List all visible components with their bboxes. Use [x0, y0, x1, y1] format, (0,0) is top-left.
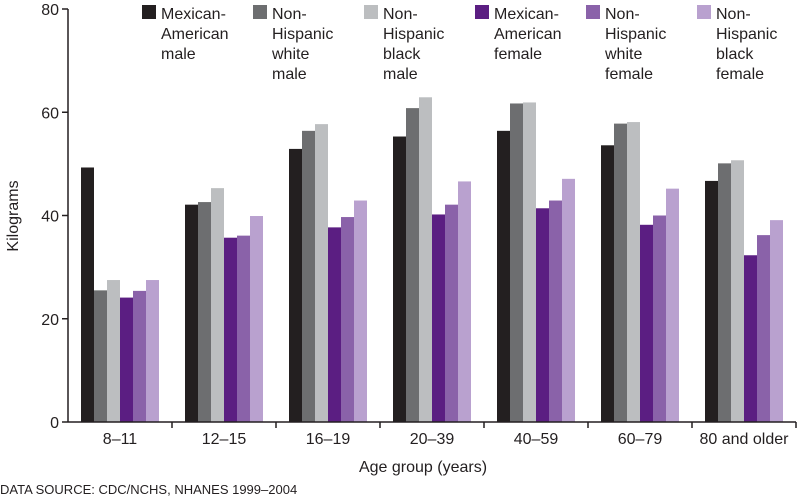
- bar: [445, 204, 458, 422]
- bar: [744, 255, 757, 422]
- legend-label-line: Hispanic: [716, 26, 777, 43]
- bar: [705, 180, 718, 422]
- x-tick-label: 20–39: [410, 431, 455, 448]
- bar: [406, 108, 419, 423]
- legend-label-line: American: [494, 26, 562, 43]
- legend-label-line: Mexican-: [494, 6, 559, 23]
- y-tick-label: 60: [41, 105, 59, 122]
- x-axis-title: Age group (years): [359, 459, 487, 476]
- legend-item: Mexican- American male: [142, 5, 229, 63]
- bar: [133, 290, 146, 422]
- bar: [185, 204, 198, 422]
- legend-label-line: black: [383, 46, 421, 63]
- legend-item: Mexican- American female: [475, 5, 562, 63]
- bar: [731, 160, 744, 423]
- legend-label-line: female: [605, 66, 653, 83]
- legend-swatch: [586, 5, 600, 19]
- bar: [302, 130, 315, 422]
- bar: [224, 237, 237, 422]
- bar: [627, 122, 640, 422]
- legend-label-line: female: [494, 46, 542, 63]
- bar: [419, 97, 432, 422]
- legend-swatch: [253, 5, 267, 19]
- x-tick-label: 60–79: [618, 431, 663, 448]
- bar: [341, 217, 354, 422]
- x-tick-label: 40–59: [514, 431, 559, 448]
- legend-swatch: [697, 5, 711, 19]
- y-tick-label: 0: [50, 415, 59, 432]
- legend-label-line: Non-: [716, 6, 751, 23]
- bar: [497, 130, 510, 422]
- bar: [315, 124, 328, 422]
- bar: [770, 220, 783, 422]
- bar: [536, 208, 549, 422]
- legend-label-line: female: [716, 66, 764, 83]
- bar: [198, 202, 211, 422]
- bar: [120, 297, 133, 422]
- legend-swatch: [142, 5, 156, 19]
- legend-label-line: Hispanic: [605, 26, 666, 43]
- legend-label-line: Mexican-: [161, 6, 226, 23]
- bar: [614, 123, 627, 423]
- legend-item: Non- Hispanic black female: [697, 5, 777, 83]
- legend-label-line: American: [161, 26, 229, 43]
- bar: [250, 216, 263, 422]
- bar: [458, 181, 471, 422]
- bar: [510, 103, 523, 422]
- y-tick-label: 80: [41, 2, 59, 19]
- bar: [523, 102, 536, 422]
- bar: [81, 167, 94, 422]
- legend-label-line: male: [272, 66, 307, 83]
- bar: [328, 227, 341, 422]
- y-tick-label: 20: [41, 312, 59, 329]
- legend-label-line: Non-: [605, 6, 640, 23]
- data-source-note: DATA SOURCE: CDC/NCHS, NHANES 1999–2004: [0, 482, 297, 496]
- legend-label-line: Non-: [272, 6, 307, 23]
- bar: [562, 178, 575, 422]
- bar: [211, 188, 224, 422]
- y-axis-title: Kilograms: [5, 180, 22, 251]
- legend-swatch: [364, 5, 378, 19]
- bars: [81, 97, 783, 423]
- bar: [146, 280, 159, 422]
- legend: Mexican- American male Non- Hispanic white mal…: [142, 5, 777, 83]
- bar: [666, 188, 679, 422]
- legend-label-line: Hispanic: [272, 26, 333, 43]
- x-tick-label: 80 and older: [700, 431, 790, 448]
- axes: 0 20 40 60 80 8–11 12–15 16–19 20–39 40–59 60–79 80…: [41, 2, 797, 448]
- bar: [107, 280, 120, 422]
- legend-item: Non- Hispanic black male: [364, 5, 444, 83]
- bar: [718, 163, 731, 422]
- legend-swatch: [475, 5, 489, 19]
- bar: [601, 145, 614, 423]
- legend-label-line: male: [383, 66, 418, 83]
- bar: [653, 215, 666, 422]
- bar: [393, 136, 406, 423]
- legend-label-line: black: [716, 46, 754, 63]
- x-tick-label: 12–15: [202, 431, 247, 448]
- bar: [757, 235, 770, 422]
- bar: [354, 200, 367, 422]
- legend-label-line: white: [271, 46, 309, 63]
- legend-label-line: Hispanic: [383, 26, 444, 43]
- legend-label-line: male: [161, 46, 196, 63]
- legend-item: Non- Hispanic white male: [253, 5, 333, 83]
- bar: [237, 235, 250, 422]
- y-tick-label: 40: [41, 209, 59, 226]
- bar: [289, 148, 302, 422]
- legend-label-line: Non-: [383, 6, 418, 23]
- x-tick-label: 8–11: [103, 431, 138, 448]
- bar: [94, 290, 107, 422]
- x-tick-label: 16–19: [306, 431, 351, 448]
- bar: [432, 214, 445, 422]
- legend-item: Non- Hispanic white female: [586, 5, 666, 83]
- bar: [549, 200, 562, 422]
- bar: [640, 224, 653, 422]
- legend-label-line: white: [604, 46, 642, 63]
